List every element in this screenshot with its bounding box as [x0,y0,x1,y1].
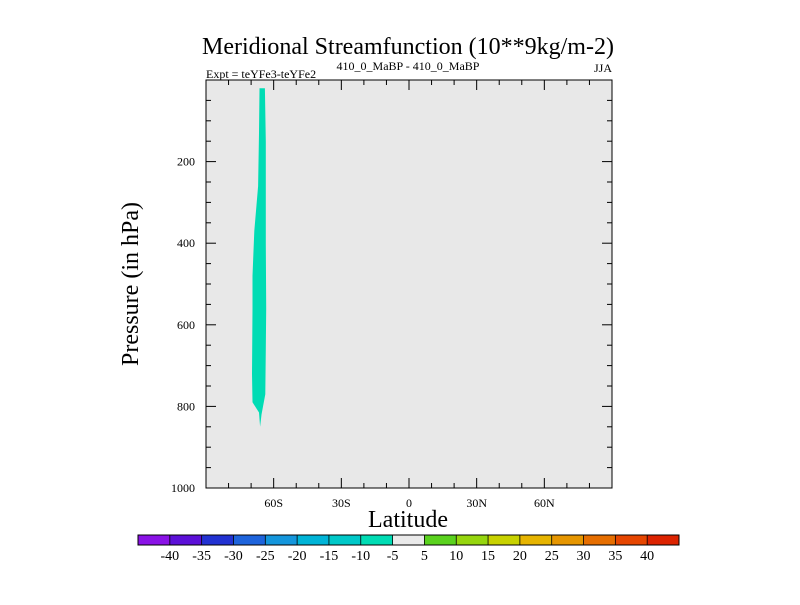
chart-title: Meridional Streamfunction (10**9kg/m-2) [202,34,614,60]
colorbar-label: 35 [608,549,622,564]
x-tick-label: 60N [534,496,555,510]
colorbar-swatch [265,535,298,545]
colorbar-swatch [233,535,266,545]
colorbar-label: 30 [577,549,591,564]
plot-area [206,80,612,488]
colorbar-swatch [615,535,648,545]
colorbar-swatch [328,535,362,545]
x-tick-label: 60S [264,496,283,510]
colorbar-label: -30 [224,549,243,564]
plot-frame [205,79,613,489]
colorbar-label: 15 [481,549,495,564]
x-axis-label: Latitude [368,507,448,533]
colorbar-label: -40 [160,549,179,564]
colorbar-swatch [456,535,489,545]
x-tick-label: 30S [332,496,351,510]
colorbar-swatch [519,535,552,545]
x-tick-label: 0 [406,496,412,510]
filled-contour-region [252,88,267,427]
y-axis-label: Pressure (in hPa) [118,202,144,366]
colorbar-swatch [297,535,330,545]
colorbar-label: -20 [288,549,307,564]
y-tick-label: 800 [177,399,195,413]
colorbar-frame [137,534,680,546]
colorbar-label: 40 [640,549,654,564]
y-tick-label: 200 [177,155,195,169]
colorbar-swatch [138,535,171,545]
colorbar-swatch [647,535,680,545]
y-tick-label: 1000 [171,481,195,495]
colorbar-label: 5 [421,549,428,564]
colorbar-label: -15 [320,549,339,564]
x-tick-label: 30N [466,496,487,510]
colorbar-swatch [583,535,616,545]
colorbar-swatch [392,535,425,545]
colorbar-swatch [488,535,521,545]
y-tick-label: 400 [177,236,195,250]
colorbar-swatch [360,535,393,545]
colorbar-swatch [201,535,234,545]
subtitle-left: Expt = teYFe3-teYFe2 [206,67,316,81]
colorbar-swatch [169,535,202,545]
colorbar-label: 20 [513,549,527,564]
y-tick-label: 600 [177,318,195,332]
subtitle-center: 410_0_MaBP - 410_0_MaBP [337,59,480,73]
colorbar-label: -35 [192,549,211,564]
subtitle-right: JJA [594,61,612,75]
colorbar-swatch [424,535,457,545]
colorbar-label: -25 [256,549,275,564]
colorbar-label: -5 [387,549,399,564]
colorbar-label: 25 [545,549,559,564]
colorbar-label: -10 [351,549,370,564]
colorbar-label: 10 [449,549,463,564]
colorbar-swatch [551,535,584,545]
